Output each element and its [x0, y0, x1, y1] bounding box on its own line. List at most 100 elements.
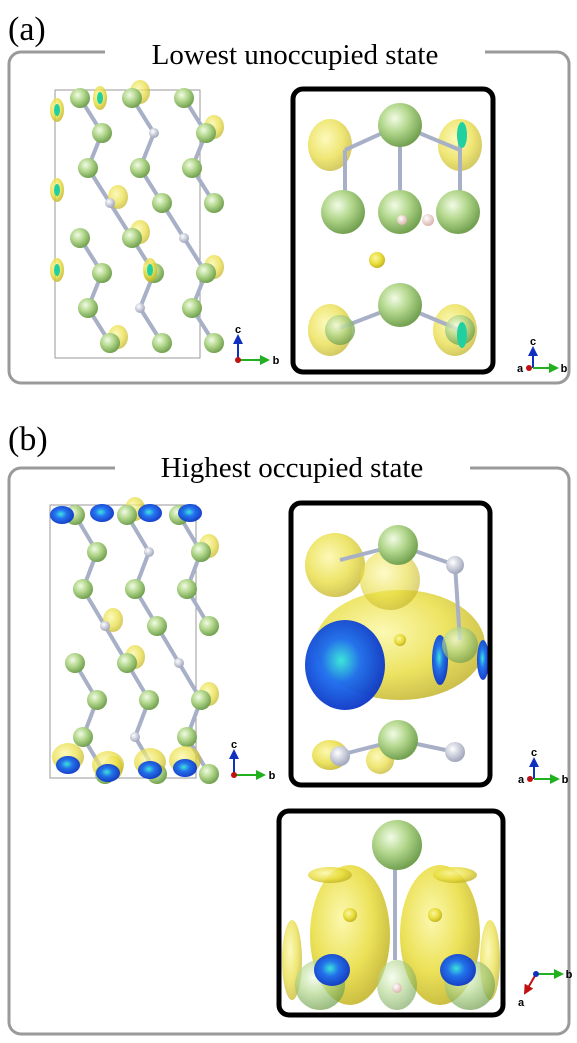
atom	[428, 908, 442, 922]
atom	[78, 158, 98, 178]
axis-label: c	[235, 324, 241, 336]
panel-label: (a)	[8, 11, 46, 48]
atom	[147, 616, 167, 636]
atom	[87, 690, 107, 710]
orbital-lobe-blue	[90, 504, 114, 522]
atom	[442, 627, 478, 663]
atom	[422, 214, 434, 226]
atom	[394, 634, 406, 646]
atom	[117, 505, 137, 525]
atom	[204, 333, 224, 353]
atom	[105, 198, 115, 208]
axis-origin	[235, 357, 241, 363]
orbital-lobe-yellow	[308, 867, 352, 883]
atom	[130, 158, 150, 178]
axis-arrow	[525, 974, 536, 993]
atom	[378, 525, 418, 565]
axis-label: b	[562, 774, 569, 786]
axis-label: c	[231, 739, 237, 751]
atom	[87, 542, 107, 562]
axis-origin	[533, 971, 539, 977]
orbital-core	[457, 322, 467, 348]
orbital-lobe-yellow	[305, 533, 365, 597]
axis-label: a	[518, 774, 525, 786]
unit-cell	[55, 90, 200, 358]
axis-origin	[526, 365, 532, 371]
atom	[378, 283, 422, 327]
atom	[174, 658, 184, 668]
atom	[139, 690, 159, 710]
atom	[372, 820, 422, 870]
atom	[392, 983, 402, 993]
atom	[179, 233, 189, 243]
panel-title: Highest occupied state	[161, 452, 424, 484]
axis-label: b	[269, 770, 276, 782]
orbital-lobe-blue	[56, 756, 80, 774]
orbital-core	[54, 184, 60, 196]
atom	[152, 333, 172, 353]
figure: (a) Lowest unoccupied state (b) Highest …	[0, 0, 577, 1043]
atom	[436, 190, 480, 234]
atom	[177, 579, 197, 599]
orbital-core	[457, 122, 467, 148]
atom	[378, 103, 422, 147]
atom	[73, 727, 93, 747]
atom	[199, 616, 219, 636]
atom	[378, 190, 422, 234]
atom	[122, 88, 142, 108]
atom	[330, 746, 350, 766]
axis-origin	[527, 776, 533, 782]
atom	[369, 252, 385, 268]
atom	[135, 303, 145, 313]
unit-cell	[50, 505, 196, 778]
orbital-lobe-blue	[96, 764, 120, 782]
atom	[78, 298, 98, 318]
axis-label: c	[530, 336, 536, 348]
atom	[199, 764, 219, 784]
atom	[177, 727, 197, 747]
atom	[92, 123, 112, 143]
orbital-lobe-blue	[178, 504, 202, 522]
axis-label: b	[273, 355, 280, 367]
atom	[100, 621, 110, 631]
orbital-lobe-blue	[314, 954, 350, 986]
axis-label: b	[566, 969, 573, 981]
panel-frame	[9, 52, 569, 383]
atom	[149, 128, 159, 138]
atom	[65, 653, 85, 673]
orbital-core	[54, 104, 60, 116]
atom	[196, 123, 216, 143]
atom	[378, 720, 418, 760]
atom	[73, 579, 93, 599]
atom	[204, 193, 224, 213]
atom	[92, 263, 112, 283]
atom	[174, 88, 194, 108]
orbital-core	[97, 92, 103, 104]
axis-origin	[231, 772, 237, 778]
orbital-lobe-blue	[50, 506, 74, 524]
atom	[70, 88, 90, 108]
atom	[70, 228, 90, 248]
orbital-core	[54, 264, 60, 276]
panel-title: Lowest unoccupied state	[152, 39, 439, 71]
atom	[125, 579, 145, 599]
atom	[445, 742, 465, 762]
orbital-lobe-yellow	[433, 867, 477, 883]
panel-label: (b)	[8, 421, 48, 458]
atom	[343, 908, 357, 922]
orbital-core	[147, 264, 153, 276]
atom	[446, 556, 464, 574]
atom	[100, 333, 120, 353]
atom	[191, 542, 211, 562]
orbital-lobe-blue	[138, 504, 162, 522]
atom	[397, 215, 407, 225]
atom	[321, 190, 365, 234]
orbital-lobe-blue	[477, 640, 489, 680]
atom	[196, 263, 216, 283]
orbital-lobe-blue	[173, 759, 197, 777]
atom	[144, 547, 154, 557]
axis-label: a	[518, 997, 525, 1009]
atom	[122, 228, 142, 248]
atom	[182, 298, 202, 318]
atom	[191, 690, 211, 710]
